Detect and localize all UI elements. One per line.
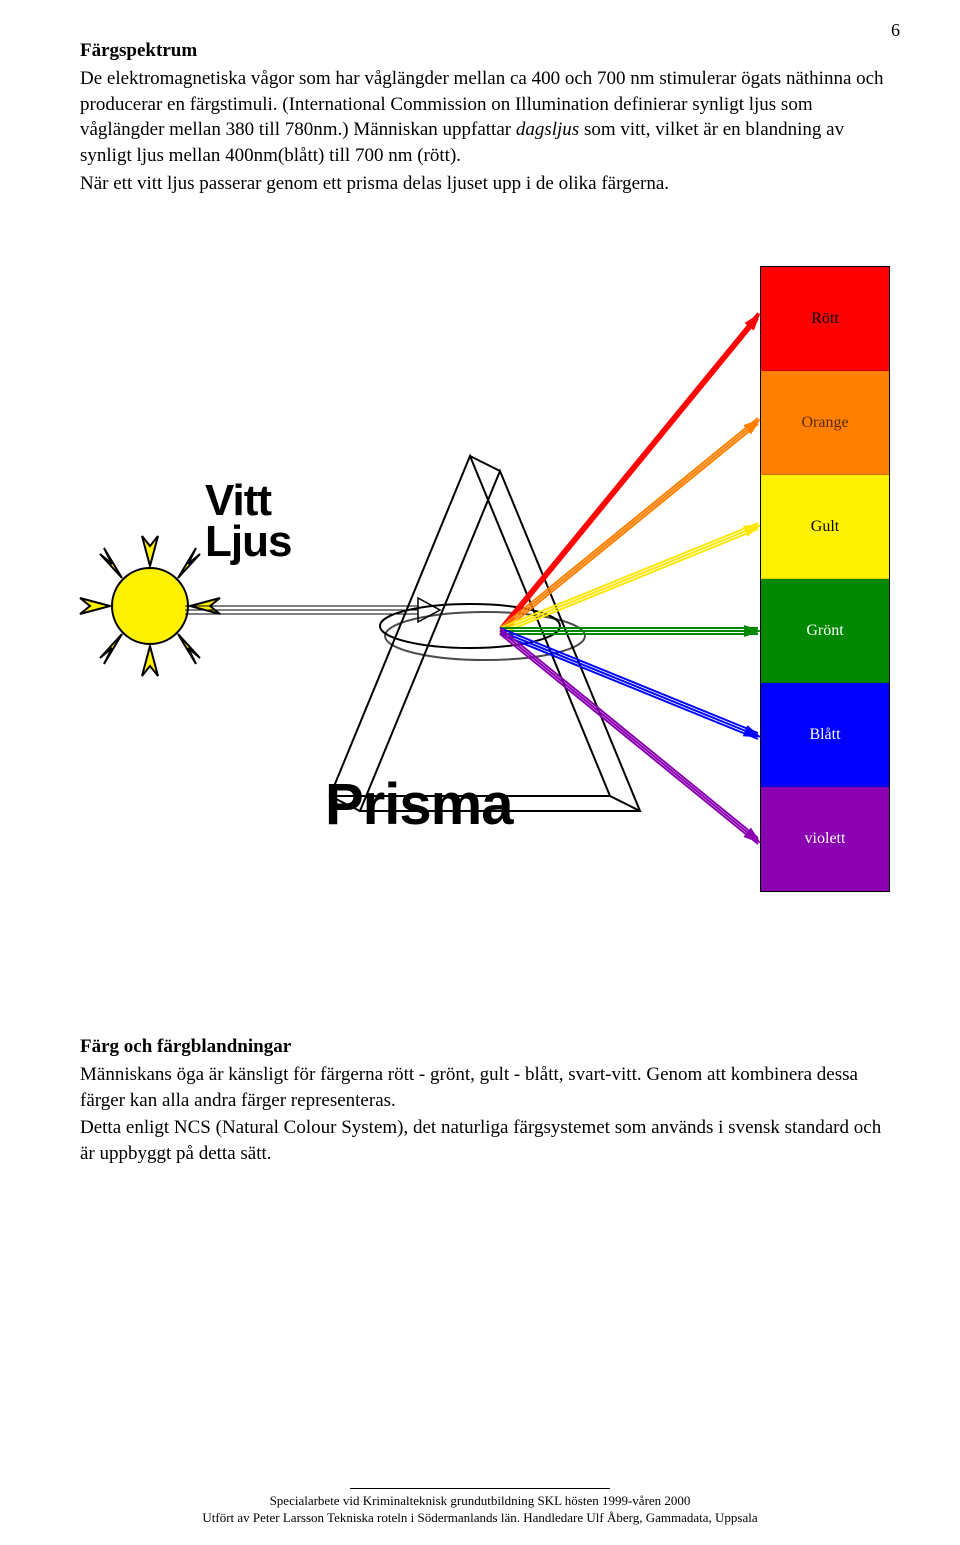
- footer-rule: [350, 1488, 610, 1489]
- color-swatch-column: RöttOrangeGultGröntBlåttviolett: [760, 266, 890, 892]
- vitt-line2: Ljus: [205, 522, 291, 562]
- p1-italic: dagsljus: [516, 119, 579, 140]
- vitt-ljus-label: Vitt Ljus: [205, 481, 291, 562]
- section1-title: Färgspektrum: [80, 40, 900, 62]
- prism-diagram: Vitt Ljus Prisma RöttOrangeGultGröntBlåt…: [70, 236, 890, 956]
- dispersed-rays: [500, 313, 758, 844]
- vitt-line1: Vitt: [205, 481, 291, 521]
- footer-line2: Utfört av Peter Larsson Tekniska roteln …: [0, 1510, 960, 1527]
- section1-para2: När ett vitt ljus passerar genom ett pri…: [80, 171, 900, 197]
- color-swatch: Blått: [761, 683, 889, 787]
- white-light-beam: [185, 598, 440, 622]
- section2-title: Färg och färgblandningar: [80, 1036, 900, 1058]
- color-swatch: Orange: [761, 371, 889, 475]
- section2-para2: Detta enligt NCS (Natural Colour System)…: [80, 1115, 900, 1166]
- prisma-label: Prisma: [325, 771, 512, 838]
- page-number: 6: [891, 20, 900, 41]
- footer-line1: Specialarbete vid Kriminalteknisk grundu…: [0, 1493, 960, 1510]
- color-swatch: Rött: [761, 267, 889, 371]
- color-swatch: Grönt: [761, 579, 889, 683]
- section1-para1: De elektromagnetiska vågor som har våglä…: [80, 66, 900, 169]
- section2-para1: Människans öga är känsligt för färgerna …: [80, 1062, 900, 1113]
- color-swatch: Gult: [761, 475, 889, 579]
- color-swatch: violett: [761, 787, 889, 891]
- page-footer: Specialarbete vid Kriminalteknisk grundu…: [0, 1488, 960, 1527]
